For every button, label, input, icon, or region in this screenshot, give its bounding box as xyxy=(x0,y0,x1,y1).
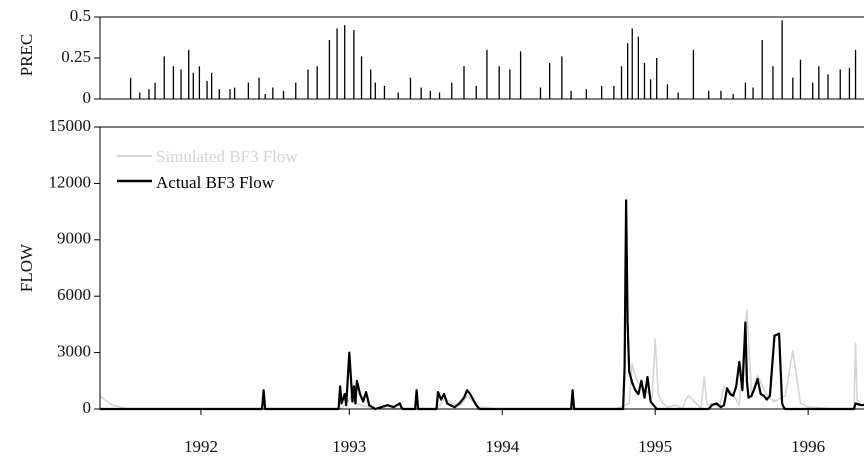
flow-x-tick-label: 1993 xyxy=(332,437,366,456)
precipitation-plot-frame xyxy=(99,16,864,100)
precipitation-bars xyxy=(129,20,857,99)
flow-legend: Simulated BF3 Flow Actual BF3 Flow xyxy=(117,147,298,192)
flow-y-tick-label: 12000 xyxy=(49,172,92,191)
flow-y-tick-label: 9000 xyxy=(57,229,91,248)
precipitation-y-tick-label: 0 xyxy=(83,88,92,107)
flow-y-ticks: 0 3000 6000 9000 12000 15000 xyxy=(49,116,100,417)
precipitation-y-tick-label: 0.25 xyxy=(61,47,91,66)
flow-panel: 0 3000 6000 9000 12000 15000 1992 1993 1994 1995… xyxy=(17,116,864,456)
flow-plot-frame xyxy=(99,126,864,410)
flow-x-tick-label: 1996 xyxy=(791,437,825,456)
flow-x-tick-label: 1994 xyxy=(485,437,520,456)
flow-y-tick-label: 0 xyxy=(83,398,92,417)
flow-x-tick-label: 1995 xyxy=(638,437,672,456)
precipitation-y-ticks: 0 0.25 0.5 xyxy=(61,6,100,107)
flow-y-tick-label: 3000 xyxy=(57,342,91,361)
flow-x-ticks: 1992 1993 1994 1995 1996 xyxy=(184,409,825,456)
precipitation-y-axis-label: PREC xyxy=(17,34,36,77)
precipitation-y-tick-label: 0.5 xyxy=(70,6,91,25)
flow-y-tick-label: 6000 xyxy=(57,285,91,304)
legend-simulated-label: Simulated BF3 Flow xyxy=(156,147,298,166)
legend-actual-label: Actual BF3 Flow xyxy=(156,173,275,192)
flow-series-lines xyxy=(99,199,864,411)
actual-flow-line xyxy=(100,199,864,411)
flow-x-tick-label: 1992 xyxy=(184,437,218,456)
flow-y-tick-label: 15000 xyxy=(49,116,92,135)
flow-y-axis-label: FLOW xyxy=(17,243,36,292)
precipitation-panel: 0 0.25 0.5 PREC xyxy=(17,6,864,107)
simulated-flow-line xyxy=(99,308,864,410)
